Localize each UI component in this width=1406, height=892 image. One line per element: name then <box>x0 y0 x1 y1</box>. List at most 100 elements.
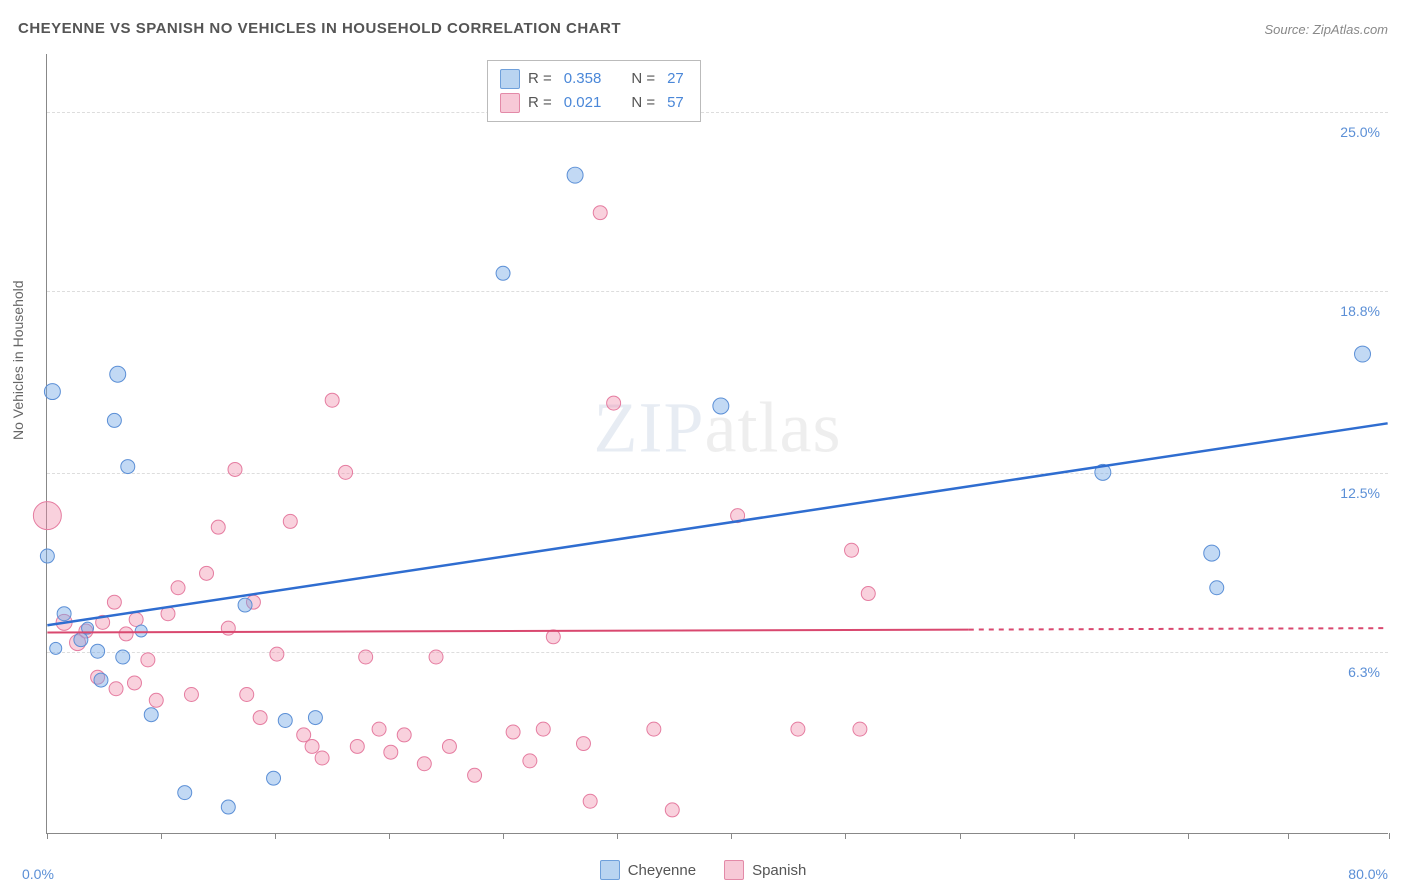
swatch-spanish <box>500 93 520 113</box>
data-point <box>1355 346 1371 362</box>
data-point <box>567 167 583 183</box>
data-point <box>791 722 805 736</box>
data-point <box>845 543 859 557</box>
data-point <box>270 647 284 661</box>
data-point <box>44 384 60 400</box>
legend-row-cheyenne: R = 0.358 N = 27 <box>500 67 688 91</box>
data-point <box>141 653 155 667</box>
data-point <box>583 794 597 808</box>
data-point <box>109 682 123 696</box>
data-point <box>127 676 141 690</box>
data-point <box>211 520 225 534</box>
y-axis-label: No Vehicles in Household <box>10 280 26 440</box>
data-point <box>57 607 71 621</box>
swatch-spanish <box>724 860 744 880</box>
data-point <box>283 514 297 528</box>
x-tick <box>47 833 48 839</box>
data-point <box>506 725 520 739</box>
legend-row-spanish: R = 0.021 N = 57 <box>500 91 688 115</box>
data-point <box>861 587 875 601</box>
data-point <box>593 206 607 220</box>
data-point <box>523 754 537 768</box>
data-point <box>74 633 88 647</box>
data-point <box>647 722 661 736</box>
chart-svg <box>47 54 1388 833</box>
data-point <box>129 613 143 627</box>
data-point <box>267 771 281 785</box>
swatch-cheyenne <box>600 860 620 880</box>
data-point <box>221 800 235 814</box>
data-point <box>135 625 147 637</box>
data-point <box>607 396 621 410</box>
data-point <box>308 711 322 725</box>
data-point <box>149 693 163 707</box>
x-tick <box>503 833 504 839</box>
data-point <box>33 502 61 530</box>
legend-label-cheyenne: Cheyenne <box>628 862 696 879</box>
data-point <box>50 642 62 654</box>
data-point <box>107 413 121 427</box>
swatch-cheyenne <box>500 69 520 89</box>
r-label: R = <box>528 67 552 91</box>
data-point <box>713 398 729 414</box>
data-point <box>110 366 126 382</box>
data-point <box>536 722 550 736</box>
data-point <box>278 713 292 727</box>
n-value-cheyenne: 27 <box>667 67 684 91</box>
data-point <box>240 688 254 702</box>
data-point <box>372 722 386 736</box>
data-point <box>91 644 105 658</box>
data-point <box>442 739 456 753</box>
n-label: N = <box>631 67 655 91</box>
r-value-cheyenne: 0.358 <box>564 67 602 91</box>
data-point <box>297 728 311 742</box>
trend-line <box>47 423 1387 625</box>
data-point <box>417 757 431 771</box>
data-point <box>1210 581 1224 595</box>
data-point <box>238 598 252 612</box>
r-value-spanish: 0.021 <box>564 91 602 115</box>
data-point <box>228 462 242 476</box>
data-point <box>339 465 353 479</box>
x-tick <box>275 833 276 839</box>
x-tick <box>960 833 961 839</box>
data-point <box>178 786 192 800</box>
n-label: N = <box>631 91 655 115</box>
x-tick <box>1188 833 1189 839</box>
data-point <box>350 739 364 753</box>
data-point <box>171 581 185 595</box>
data-point <box>107 595 121 609</box>
data-point <box>221 621 235 635</box>
data-point <box>305 739 319 753</box>
legend-label-spanish: Spanish <box>752 862 806 879</box>
legend-item-cheyenne: Cheyenne <box>600 860 696 880</box>
x-tick <box>389 833 390 839</box>
data-point <box>468 768 482 782</box>
chart-title: CHEYENNE VS SPANISH NO VEHICLES IN HOUSE… <box>18 20 621 37</box>
data-point <box>121 460 135 474</box>
data-point <box>144 708 158 722</box>
x-tick <box>1288 833 1289 839</box>
data-point <box>1204 545 1220 561</box>
data-point <box>665 803 679 817</box>
data-point <box>496 266 510 280</box>
data-point <box>200 566 214 580</box>
data-point <box>184 688 198 702</box>
data-point <box>119 627 133 641</box>
trend-line <box>47 630 968 633</box>
legend-item-spanish: Spanish <box>724 860 806 880</box>
source-label: Source: ZipAtlas.com <box>1264 22 1388 37</box>
n-value-spanish: 57 <box>667 91 684 115</box>
series-legend: Cheyenne Spanish <box>0 860 1406 880</box>
x-tick <box>1074 833 1075 839</box>
data-point <box>384 745 398 759</box>
data-point <box>853 722 867 736</box>
plot-area: 6.3%12.5%18.8%25.0% ZIPatlas R = 0.358 N… <box>46 54 1388 834</box>
data-point <box>40 549 54 563</box>
x-tick <box>161 833 162 839</box>
data-point <box>94 673 108 687</box>
stats-legend: R = 0.358 N = 27 R = 0.021 N = 57 <box>487 60 701 122</box>
x-tick <box>731 833 732 839</box>
data-point <box>546 630 560 644</box>
data-point <box>253 711 267 725</box>
